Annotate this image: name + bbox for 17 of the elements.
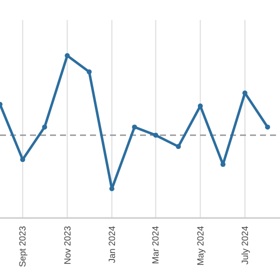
x-tick-label: May 2024 xyxy=(195,226,206,266)
x-tick-label: Jan 2024 xyxy=(106,226,117,264)
point xyxy=(86,69,92,74)
point xyxy=(109,186,114,192)
point xyxy=(153,132,158,138)
x-tick-label: Sept 2023 xyxy=(18,226,28,268)
point xyxy=(242,90,248,96)
point xyxy=(132,124,138,130)
point xyxy=(265,124,270,130)
x-tick-label: Mar 2024 xyxy=(150,226,161,264)
point xyxy=(64,53,70,58)
x-tick-label: July 2024 xyxy=(240,226,250,265)
point xyxy=(20,157,26,162)
x-tick-label: Nov 2023 xyxy=(62,226,72,265)
point xyxy=(198,103,203,108)
point xyxy=(42,124,48,130)
point xyxy=(176,144,181,150)
